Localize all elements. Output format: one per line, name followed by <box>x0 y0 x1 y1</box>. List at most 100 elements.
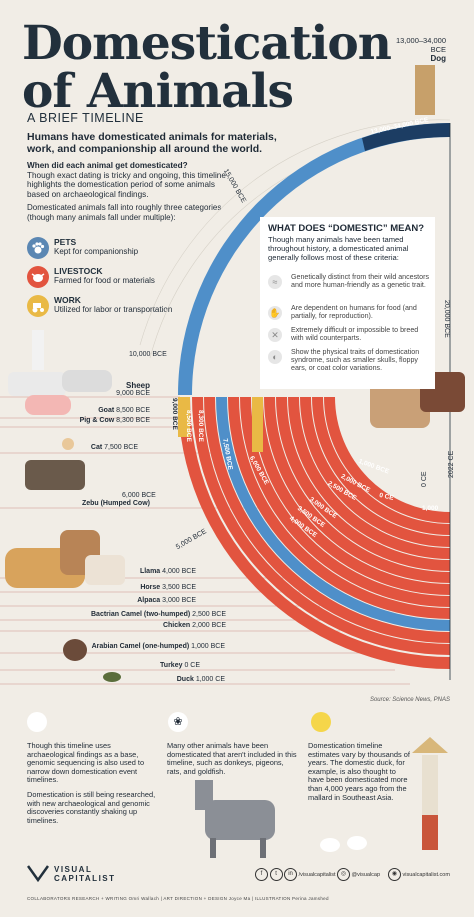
animal-label-goat: Goat 8,500 BCE <box>98 407 150 414</box>
dog-name: Dog <box>430 54 446 63</box>
legend-desc: Utilized for labor or transportation <box>54 305 173 314</box>
animal-label-turkey: Turkey 0 CE <box>160 662 200 669</box>
legend-desc: Farmed for food or materials <box>54 276 155 285</box>
linkedin-icon: in <box>284 868 298 881</box>
bar-duck <box>324 397 450 523</box>
question-block: When did each animal get domesticated? T… <box>27 161 227 199</box>
animal-label-duck: Duck 1,000 CE <box>176 676 225 683</box>
question-body: Though exact dating is tricky and ongoin… <box>27 170 226 199</box>
bar-label: 1,000 <box>422 505 439 512</box>
cat-icon <box>62 438 74 450</box>
legend-pets: PETS Kept for companionship <box>27 237 197 263</box>
dog-band-dark <box>362 123 450 151</box>
ducks-icon <box>320 836 367 852</box>
hand-icon: ✋ <box>268 306 282 320</box>
tractor-icon <box>27 295 49 317</box>
animal-label-chicken: Chicken 2,000 BCE <box>162 622 226 629</box>
title-line-2: of Animals <box>22 64 294 119</box>
social-facebook[interactable]: f t in /visualcapitalist <box>255 868 336 881</box>
animal-label-bactrian: Bactrian Camel (two-humped) 2,500 BCE <box>91 611 226 618</box>
twitter-icon: t <box>269 868 283 881</box>
bar-turkey <box>312 397 450 535</box>
dog-range: 13,000–34,000 BCE <box>395 36 446 54</box>
legend-title: WORK <box>54 295 81 305</box>
criterion: ◐ Show the physical traits of domesticat… <box>268 348 433 378</box>
instagram-icon: ◎ <box>337 868 350 881</box>
duck-icon <box>311 712 331 732</box>
card-title: WHAT DOES “DOMESTIC” MEAN? <box>268 223 425 234</box>
animal-label-zebu: Zebu (Humped Cow) <box>81 500 150 507</box>
leader-lines <box>0 396 410 685</box>
tick-0: 0 CE <box>421 471 428 487</box>
title-line-1: Domestication <box>22 16 392 71</box>
legend-desc: Kept for companionship <box>54 247 139 256</box>
bar-label: 9,000 BCE <box>171 398 178 430</box>
domestic-definition-card: WHAT DOES “DOMESTIC” MEAN? Though many a… <box>260 217 435 389</box>
bar-arabian-camel <box>300 397 450 547</box>
animal-label-arabian-camel: Arabian Camel (one-humped) 1,000 BCE <box>91 643 225 650</box>
sheep-icon <box>62 370 112 392</box>
animal-label-alpaca: Alpaca 3,000 BCE <box>137 597 196 604</box>
bar-chicken <box>288 397 450 559</box>
people-animals-icon <box>370 378 430 428</box>
pig-icon <box>25 395 71 415</box>
bar-label: 8,500 BCE <box>185 410 192 442</box>
animal-label-horse: Horse 3,500 BCE <box>140 584 196 591</box>
animal-label-cat: Cat 7,500 BCE <box>90 444 138 451</box>
dna-icon: ≈ <box>268 275 282 289</box>
zebu-icon <box>25 460 85 490</box>
bar-bactrian <box>276 397 450 571</box>
page-title: Domestication of Animals <box>22 16 392 119</box>
source-note: Source: Science News, PNAS <box>369 697 450 703</box>
subtitle: A BRIEF TIMELINE <box>27 111 144 125</box>
x-icon: ✕ <box>268 328 282 342</box>
brand-name: VISUAL CAPITALIST <box>54 865 116 883</box>
animal-label-llama: Llama 4,000 BCE <box>139 568 196 575</box>
animal-bars <box>178 397 450 669</box>
question-title: When did each animal get domesticated? <box>27 161 188 170</box>
bottom-text-2: Many other animals have been domesticate… <box>167 741 297 776</box>
criterion: ✋ Are dependent on humans for food (and … <box>268 304 417 321</box>
alpaca-icon <box>85 555 125 585</box>
lead-text: Humans have domesticated animals for mat… <box>27 131 277 155</box>
animal-label-pig-cow: Pig & Cow 8,300 BCE <box>79 417 150 424</box>
duck-icon <box>103 672 121 682</box>
tick-2022: 2022 CE <box>448 450 455 478</box>
dna-icon <box>27 712 47 732</box>
categories-intro: Domesticated animals fall into roughly t… <box>27 203 222 222</box>
tick-6000: 6,000 BCE <box>122 492 156 499</box>
legend-livestock: LIVESTOCK Farmed for food or materials <box>27 266 197 292</box>
credits: COLLABORATORS RESEARCH + WRITING Omri Wa… <box>27 896 329 901</box>
globe-icon: ◉ <box>388 868 401 881</box>
social-website[interactable]: ◉ visualcapitalist.com <box>388 868 450 881</box>
dog-label: 13,000–34,000 BCE Dog <box>390 36 446 63</box>
bar-alpaca <box>264 397 450 583</box>
facebook-icon: f <box>255 868 268 881</box>
cow-icon <box>8 372 66 396</box>
ear-icon: ◐ <box>268 350 282 364</box>
bottom-text-1: Though this timeline uses archaeological… <box>27 741 156 825</box>
farmer-woman-icon <box>412 737 448 850</box>
farmer-icon <box>32 330 44 370</box>
animal-illustrations <box>5 65 465 682</box>
turkey-icon <box>63 639 87 661</box>
paw-icon <box>27 237 49 259</box>
bar-label: 8,300 BCE <box>197 410 204 442</box>
card-intro: Though many animals have been tamed thro… <box>268 235 409 262</box>
donkey-icon <box>195 780 275 858</box>
paw-icon: ❀ <box>168 712 188 732</box>
legend-work: WORK Utilized for labor or transportatio… <box>27 295 197 325</box>
work-caps <box>178 397 263 452</box>
bottom-text-3: Domestication timeline estimates vary by… <box>308 741 410 802</box>
animal-label-sheep: Sheep 9,000 BCE <box>116 381 150 397</box>
vc-logo-icon <box>26 864 50 883</box>
tick-10000: 10,000 BCE <box>129 351 167 358</box>
hunter-dog-icon <box>415 65 435 115</box>
social-instagram[interactable]: ◎ @visualcap <box>337 868 380 881</box>
legend-title: PETS <box>54 237 77 247</box>
criterion: ≈ Genetically distinct from their wild a… <box>268 273 433 303</box>
tick-20000: 20,000 BCE <box>443 300 450 338</box>
legend-title: LIVESTOCK <box>54 266 103 276</box>
cow-icon <box>27 266 49 288</box>
